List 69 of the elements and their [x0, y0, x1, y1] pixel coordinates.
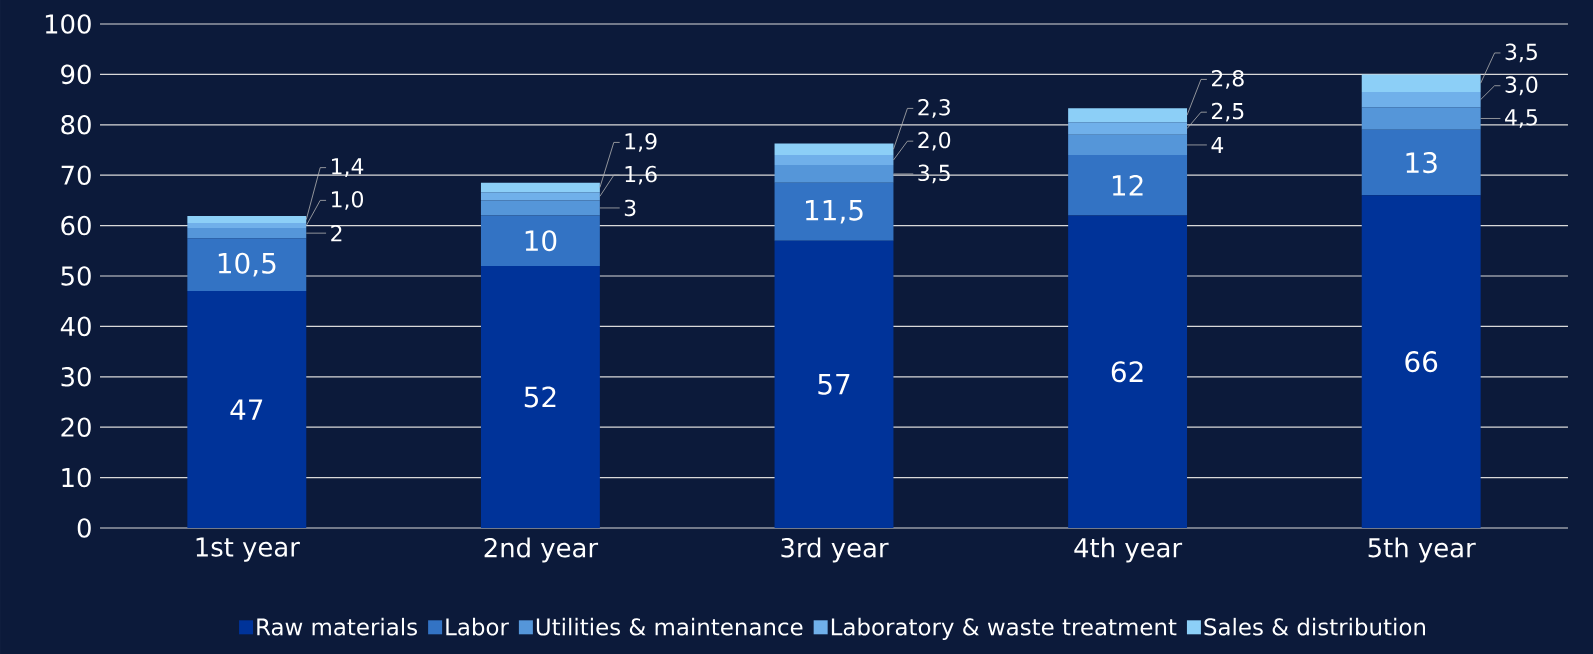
legend-label: Raw materials	[257, 617, 417, 636]
y-tick-label: 70	[61, 165, 91, 185]
bar	[774, 165, 894, 183]
legend-label: Labor	[446, 617, 509, 636]
x-tick-label: 5th year	[1368, 537, 1476, 563]
y-tick-label: 20	[61, 417, 91, 437]
data-label: 1,9	[625, 133, 657, 152]
data-label: 2,8	[1211, 70, 1244, 89]
bar	[1361, 74, 1481, 93]
data-label: 3,5	[1505, 43, 1537, 63]
bar	[1068, 108, 1188, 123]
bar	[187, 291, 307, 528]
y-tick-label: 90	[61, 64, 91, 85]
bar	[187, 238, 307, 292]
bar	[480, 200, 600, 216]
data-label: 2,3	[918, 99, 950, 118]
x-tick-label: 1st year	[196, 537, 300, 562]
x-tick-label: 3rd year	[781, 537, 889, 563]
y-tick-label: 40	[60, 316, 91, 337]
data-label: 2,5	[1211, 102, 1244, 122]
bar	[1361, 195, 1481, 528]
data-label: 47	[230, 399, 263, 420]
bar	[774, 143, 894, 156]
bar	[187, 216, 307, 224]
bar	[1068, 134, 1188, 156]
data-label: 1,0	[332, 190, 363, 210]
data-label: 3,0	[1505, 76, 1538, 96]
y-tick-label: 0	[77, 518, 91, 538]
bar	[1361, 107, 1481, 130]
data-label: 13	[1406, 152, 1437, 174]
data-label: 66	[1405, 351, 1438, 373]
bar	[480, 192, 600, 201]
data-label: 57	[818, 373, 850, 395]
y-tick-label: 60	[61, 215, 91, 236]
bar	[1068, 122, 1188, 135]
data-label: 52	[524, 386, 556, 408]
bar	[480, 182, 600, 193]
data-label: 4,5	[1505, 109, 1537, 128]
data-label: 1,4	[332, 158, 364, 177]
data-label: 10,5	[218, 252, 276, 277]
data-label: 10	[525, 230, 557, 252]
y-tick-label: 10	[62, 467, 91, 488]
bar	[1361, 129, 1481, 196]
bar	[774, 155, 894, 166]
bar	[480, 215, 600, 266]
y-tick-label: 50	[61, 266, 91, 286]
bar	[774, 182, 894, 241]
bar	[1068, 215, 1188, 528]
bar	[1068, 155, 1188, 216]
y-tick-label: 100	[45, 14, 91, 34]
data-label: 2,0	[918, 131, 951, 151]
bar	[774, 240, 894, 528]
data-label: 11,5	[806, 199, 863, 224]
data-label: 2	[331, 225, 342, 242]
bar	[187, 223, 307, 229]
data-label: 12	[1112, 174, 1143, 196]
x-tick-label: 2nd year	[484, 537, 599, 563]
data-label: 62	[1111, 361, 1143, 383]
data-label: 4	[1211, 136, 1224, 153]
data-label: 3	[624, 199, 636, 217]
bar	[1361, 92, 1481, 108]
legend-label: Laboratory & waste treatment	[831, 617, 1177, 641]
legend-label: Utilities & maintenance	[536, 617, 803, 636]
y-tick-label: 80	[61, 114, 91, 135]
y-tick-label: 30	[61, 366, 91, 387]
bar	[480, 265, 600, 528]
x-tick-label: 4th year	[1074, 537, 1183, 563]
legend-label: Sales & distribution	[1204, 617, 1425, 636]
bar	[187, 228, 307, 239]
